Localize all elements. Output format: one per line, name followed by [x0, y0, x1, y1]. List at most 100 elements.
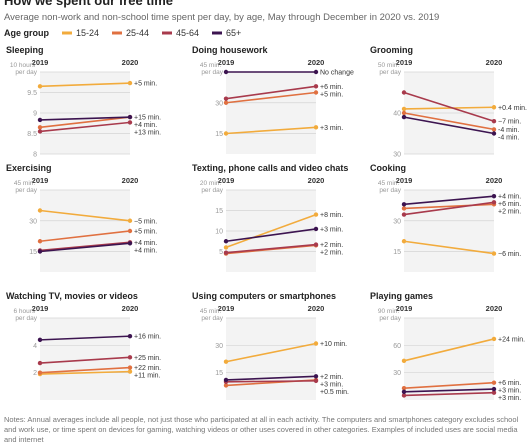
y-tick-label: 10 hours per day: [10, 62, 38, 76]
point: [401, 358, 407, 364]
series-line: [225, 243, 317, 254]
point: [491, 200, 497, 205]
x-tick-label: 2020: [122, 304, 139, 313]
annotation: +6 min.: [320, 84, 343, 91]
notes: Notes: Annual averages include all peopl…: [4, 415, 519, 442]
point: [37, 129, 43, 134]
y-tick-label: 8.5: [27, 131, 37, 138]
x-tick-label: 2019: [32, 304, 49, 313]
y-tick-label-line: 6 hours: [14, 308, 38, 315]
annotation: +3 min.: [498, 395, 521, 402]
y-tick-label-line: 45 min.: [14, 180, 37, 187]
x-tick-label: 2020: [122, 58, 139, 67]
y-tick-label: 30: [29, 218, 37, 225]
series-line: [225, 126, 317, 135]
annotation: +22 min.: [134, 365, 161, 372]
point: [491, 390, 497, 395]
point: [491, 105, 497, 110]
y-tick-label: 8: [33, 152, 37, 159]
plot-area: [404, 318, 494, 400]
point: [223, 383, 229, 388]
point: [223, 245, 229, 250]
panel-title: Using computers or smartphones: [192, 291, 336, 301]
y-tick-label-line: 10 hours: [10, 62, 37, 69]
y-tick-label: 30: [215, 100, 223, 107]
y-tick-label: 15: [29, 249, 37, 256]
point: [491, 119, 497, 124]
series-line: [39, 121, 131, 133]
series-line: [39, 230, 131, 243]
y-tick-label: 5: [219, 249, 223, 256]
panel-title: Playing games: [370, 291, 433, 301]
x-tick-label: 2019: [396, 176, 413, 185]
panel-title: Grooming: [370, 45, 413, 55]
legend-label: 25-44: [126, 28, 149, 38]
annotation: +3 min.: [498, 388, 521, 395]
annotation: +24 min.: [498, 336, 525, 343]
annotation: +4 min.: [134, 122, 157, 129]
y-tick-label-line: 45 min.: [200, 308, 223, 315]
legend-label: 65+: [226, 28, 241, 38]
point: [401, 202, 407, 207]
point: [37, 360, 43, 366]
point: [127, 80, 133, 86]
annotation: +6 min.: [498, 380, 521, 387]
series-line: [39, 366, 131, 374]
y-tick-label-line: per day: [201, 69, 223, 76]
annotation: +5 min.: [320, 91, 343, 98]
panel-title: Exercising: [6, 163, 52, 173]
annotation: −7 min.: [498, 119, 521, 126]
point: [491, 386, 497, 392]
point: [127, 120, 133, 125]
point: [491, 131, 497, 136]
panel-title: Doing housework: [192, 45, 268, 55]
annotation: +0.5 min.: [320, 389, 349, 396]
y-tick-label: 90 min. per day: [378, 308, 402, 322]
panel-title: Watching TV, movies or videos: [6, 291, 138, 301]
series-line: [39, 356, 131, 364]
point: [401, 385, 407, 391]
point: [37, 249, 43, 254]
annotation: +2 min.: [320, 374, 343, 381]
point: [491, 193, 497, 199]
annotation: +10 min.: [320, 341, 347, 348]
point: [223, 100, 229, 105]
y-tick-label: 10: [215, 229, 223, 236]
series-line: [39, 242, 131, 253]
point: [313, 69, 319, 75]
y-tick-label-line: per day: [379, 187, 401, 194]
y-tick-label: 15: [215, 370, 223, 377]
y-tick-label: 45 min. per day: [14, 180, 38, 194]
x-tick-label: 2020: [308, 304, 325, 313]
annotation: No change: [320, 70, 354, 77]
point: [313, 341, 319, 346]
annotation: +4 min.: [498, 194, 521, 201]
y-tick-label: 50 min. per day: [378, 62, 402, 76]
y-tick-label: 15: [393, 249, 401, 256]
annotation: +6 min.: [498, 201, 521, 208]
point: [313, 226, 319, 232]
y-tick-label-line: 90 min.: [378, 308, 401, 315]
point: [127, 218, 133, 223]
x-tick-label: 2019: [396, 304, 413, 313]
annotation: +8 min.: [320, 212, 343, 219]
point: [491, 127, 497, 132]
point: [37, 84, 43, 89]
plot-area: [404, 190, 494, 272]
series-line: [403, 388, 495, 393]
annotation: +2 min.: [320, 250, 343, 257]
y-tick-label: 30: [393, 152, 401, 159]
y-tick-label: 45 min. per day: [378, 180, 402, 194]
annotation: +4 min.: [134, 240, 157, 247]
series-line: [39, 209, 131, 222]
y-tick-label-line: 20 min.: [200, 180, 223, 187]
point: [313, 125, 319, 130]
x-tick-label: 2020: [308, 58, 325, 67]
series-line: [403, 391, 495, 397]
point: [401, 114, 407, 120]
point: [127, 228, 133, 234]
series-line: [39, 241, 131, 252]
x-tick-label: 2019: [218, 176, 235, 185]
y-tick-label: 30: [393, 370, 401, 377]
